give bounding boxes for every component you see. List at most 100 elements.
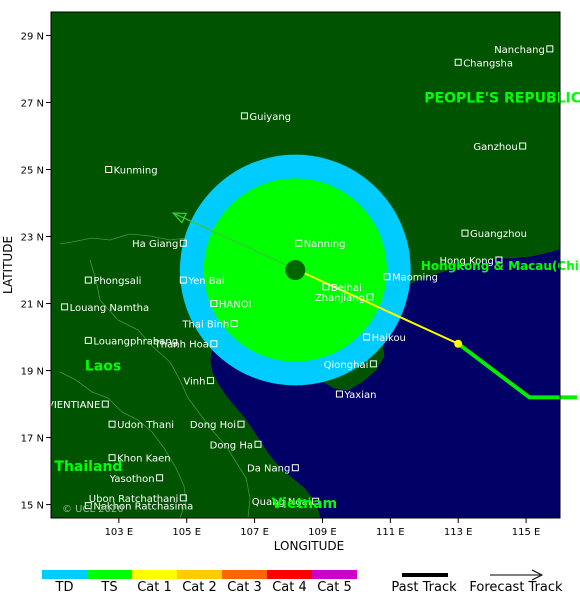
legend-swatch bbox=[267, 570, 312, 579]
city-square-icon bbox=[519, 142, 527, 150]
city-marker: Udon Thani bbox=[108, 420, 174, 431]
city-square-icon bbox=[101, 400, 109, 408]
city-square-icon bbox=[363, 333, 371, 341]
x-tick-label: 109 E bbox=[308, 527, 337, 538]
city-label: HANOI bbox=[219, 300, 252, 311]
city-label: Hong Kong bbox=[440, 256, 494, 267]
city-square-icon bbox=[335, 390, 343, 398]
legend-swatch bbox=[312, 570, 357, 579]
city-marker: Qionghai bbox=[324, 360, 377, 371]
legend-swatch bbox=[177, 570, 222, 579]
city-square-icon bbox=[105, 165, 113, 173]
city-marker: Changsha bbox=[454, 58, 513, 69]
laos-thailand-border bbox=[59, 371, 187, 519]
y-tick-label: 23 N bbox=[21, 233, 44, 244]
city-marker: Ganzhou bbox=[473, 142, 527, 153]
city-marker: Yasothon bbox=[109, 474, 164, 485]
city-marker: Yen Bai bbox=[179, 276, 225, 287]
city-label: Thai Binh bbox=[181, 320, 229, 331]
city-marker: Khon Kaen bbox=[108, 454, 171, 465]
legend-label: Cat 2 bbox=[182, 580, 217, 595]
city-marker: Louangphrabang bbox=[84, 336, 178, 347]
country-label: Hongkong & Macau(China) bbox=[421, 259, 580, 273]
city-marker: Guiyang bbox=[240, 112, 291, 123]
city-label: Guiyang bbox=[249, 112, 291, 123]
city-square-icon bbox=[383, 273, 391, 281]
country-labels: PEOPLE'S REPUBLIC Hongkong & Macau(China)… bbox=[54, 90, 580, 511]
forecast-arrow-head bbox=[171, 212, 188, 224]
city-marker: Thanh Hoa bbox=[154, 340, 218, 351]
city-marker: Thai Binh bbox=[181, 320, 238, 331]
forecast-position-marker bbox=[454, 339, 463, 348]
city-label: Udon Thani bbox=[117, 420, 174, 431]
city-square-icon bbox=[156, 474, 164, 482]
map-frame bbox=[50, 11, 561, 519]
x-axis-ticks: 103 E 105 E 107 E 109 E 111 E 113 E 115 E bbox=[105, 518, 540, 538]
city-label: Ganzhou bbox=[473, 142, 517, 153]
legend-label: TD bbox=[55, 580, 74, 595]
past-track-line bbox=[456, 342, 577, 400]
y-axis-title: LATITUDE bbox=[1, 236, 15, 294]
city-square-icon bbox=[254, 440, 262, 448]
city-label: Changsha bbox=[463, 58, 513, 69]
y-tick-label: 27 N bbox=[21, 98, 44, 109]
x-tick-label: 111 E bbox=[376, 527, 405, 538]
forecast-track-legend-label: Forecast Track bbox=[469, 580, 563, 595]
city-marker: Yaxian bbox=[335, 390, 376, 401]
city-marker: Nanchang bbox=[494, 45, 554, 56]
city-square-icon bbox=[369, 360, 377, 368]
y-tick-label: 21 N bbox=[21, 300, 44, 311]
city-label: Haikou bbox=[372, 333, 406, 344]
city-label: Quang Ngai bbox=[252, 497, 311, 508]
city-label: Yen Bai bbox=[187, 276, 224, 287]
city-marker: VIENTIANE bbox=[47, 400, 109, 411]
city-square-icon bbox=[179, 239, 187, 247]
city-label: Ubon Ratchathani bbox=[89, 494, 179, 505]
city-marker: HANOI bbox=[210, 300, 252, 311]
city-label: Phongsali bbox=[93, 276, 141, 287]
y-tick-label: 19 N bbox=[21, 367, 44, 378]
forecast-track-extension bbox=[172, 212, 302, 273]
city-square-icon bbox=[230, 320, 238, 328]
city-label: Louang Namtha bbox=[70, 303, 150, 314]
city-marker: Vinh bbox=[183, 377, 214, 388]
city-label: Da Nang bbox=[247, 464, 290, 475]
city-label: Ha Giang bbox=[132, 239, 178, 250]
x-tick-label: 103 E bbox=[105, 527, 134, 538]
city-label: Khon Kaen bbox=[117, 454, 171, 465]
city-label: Qionghai bbox=[324, 360, 369, 371]
city-square-icon bbox=[84, 336, 92, 344]
city-square-icon bbox=[108, 420, 116, 428]
city-square-icon bbox=[179, 276, 187, 284]
legend-swatch bbox=[222, 570, 267, 579]
city-marker: Ha Giang bbox=[132, 239, 187, 250]
city-label: Zhanjiang bbox=[315, 293, 365, 304]
city-square-icon bbox=[240, 112, 248, 120]
city-label: Nakhon Ratchasima bbox=[93, 502, 193, 513]
legend: TD TS Cat 1 Cat 2 Cat 3 Cat 4 Cat 5 Past Track F… bbox=[42, 569, 563, 595]
city-marker: Maoming bbox=[383, 273, 438, 284]
city-marker: Kunming bbox=[105, 165, 158, 176]
city-square-icon bbox=[179, 494, 187, 502]
legend-label: TS bbox=[100, 580, 117, 595]
city-square-icon bbox=[210, 340, 218, 348]
x-tick-label: 107 E bbox=[240, 527, 269, 538]
past-track-legend-label: Past Track bbox=[391, 580, 457, 595]
city-marker: Phongsali bbox=[84, 276, 141, 287]
legend-swatch bbox=[42, 570, 87, 579]
x-tick-label: 105 E bbox=[172, 527, 201, 538]
legend-label: Cat 4 bbox=[272, 580, 307, 595]
city-marker: Hong Kong bbox=[440, 256, 503, 267]
city-marker: Da Nang bbox=[247, 464, 299, 475]
city-labels: Nanchang Changsha Guiyang Ganzhou Kunming Gua… bbox=[47, 45, 554, 513]
country-label: Vietnam bbox=[272, 496, 338, 512]
city-square-icon bbox=[291, 464, 299, 472]
city-label: Maoming bbox=[392, 273, 438, 284]
legend-swatch bbox=[132, 570, 177, 579]
city-square-icon bbox=[61, 303, 69, 311]
copyright-text: © UCL 2020 bbox=[62, 504, 124, 515]
city-marker: Nakhon Ratchasima bbox=[84, 502, 193, 513]
city-marker: Dong Ha bbox=[210, 440, 262, 451]
city-label: Vinh bbox=[183, 377, 205, 388]
